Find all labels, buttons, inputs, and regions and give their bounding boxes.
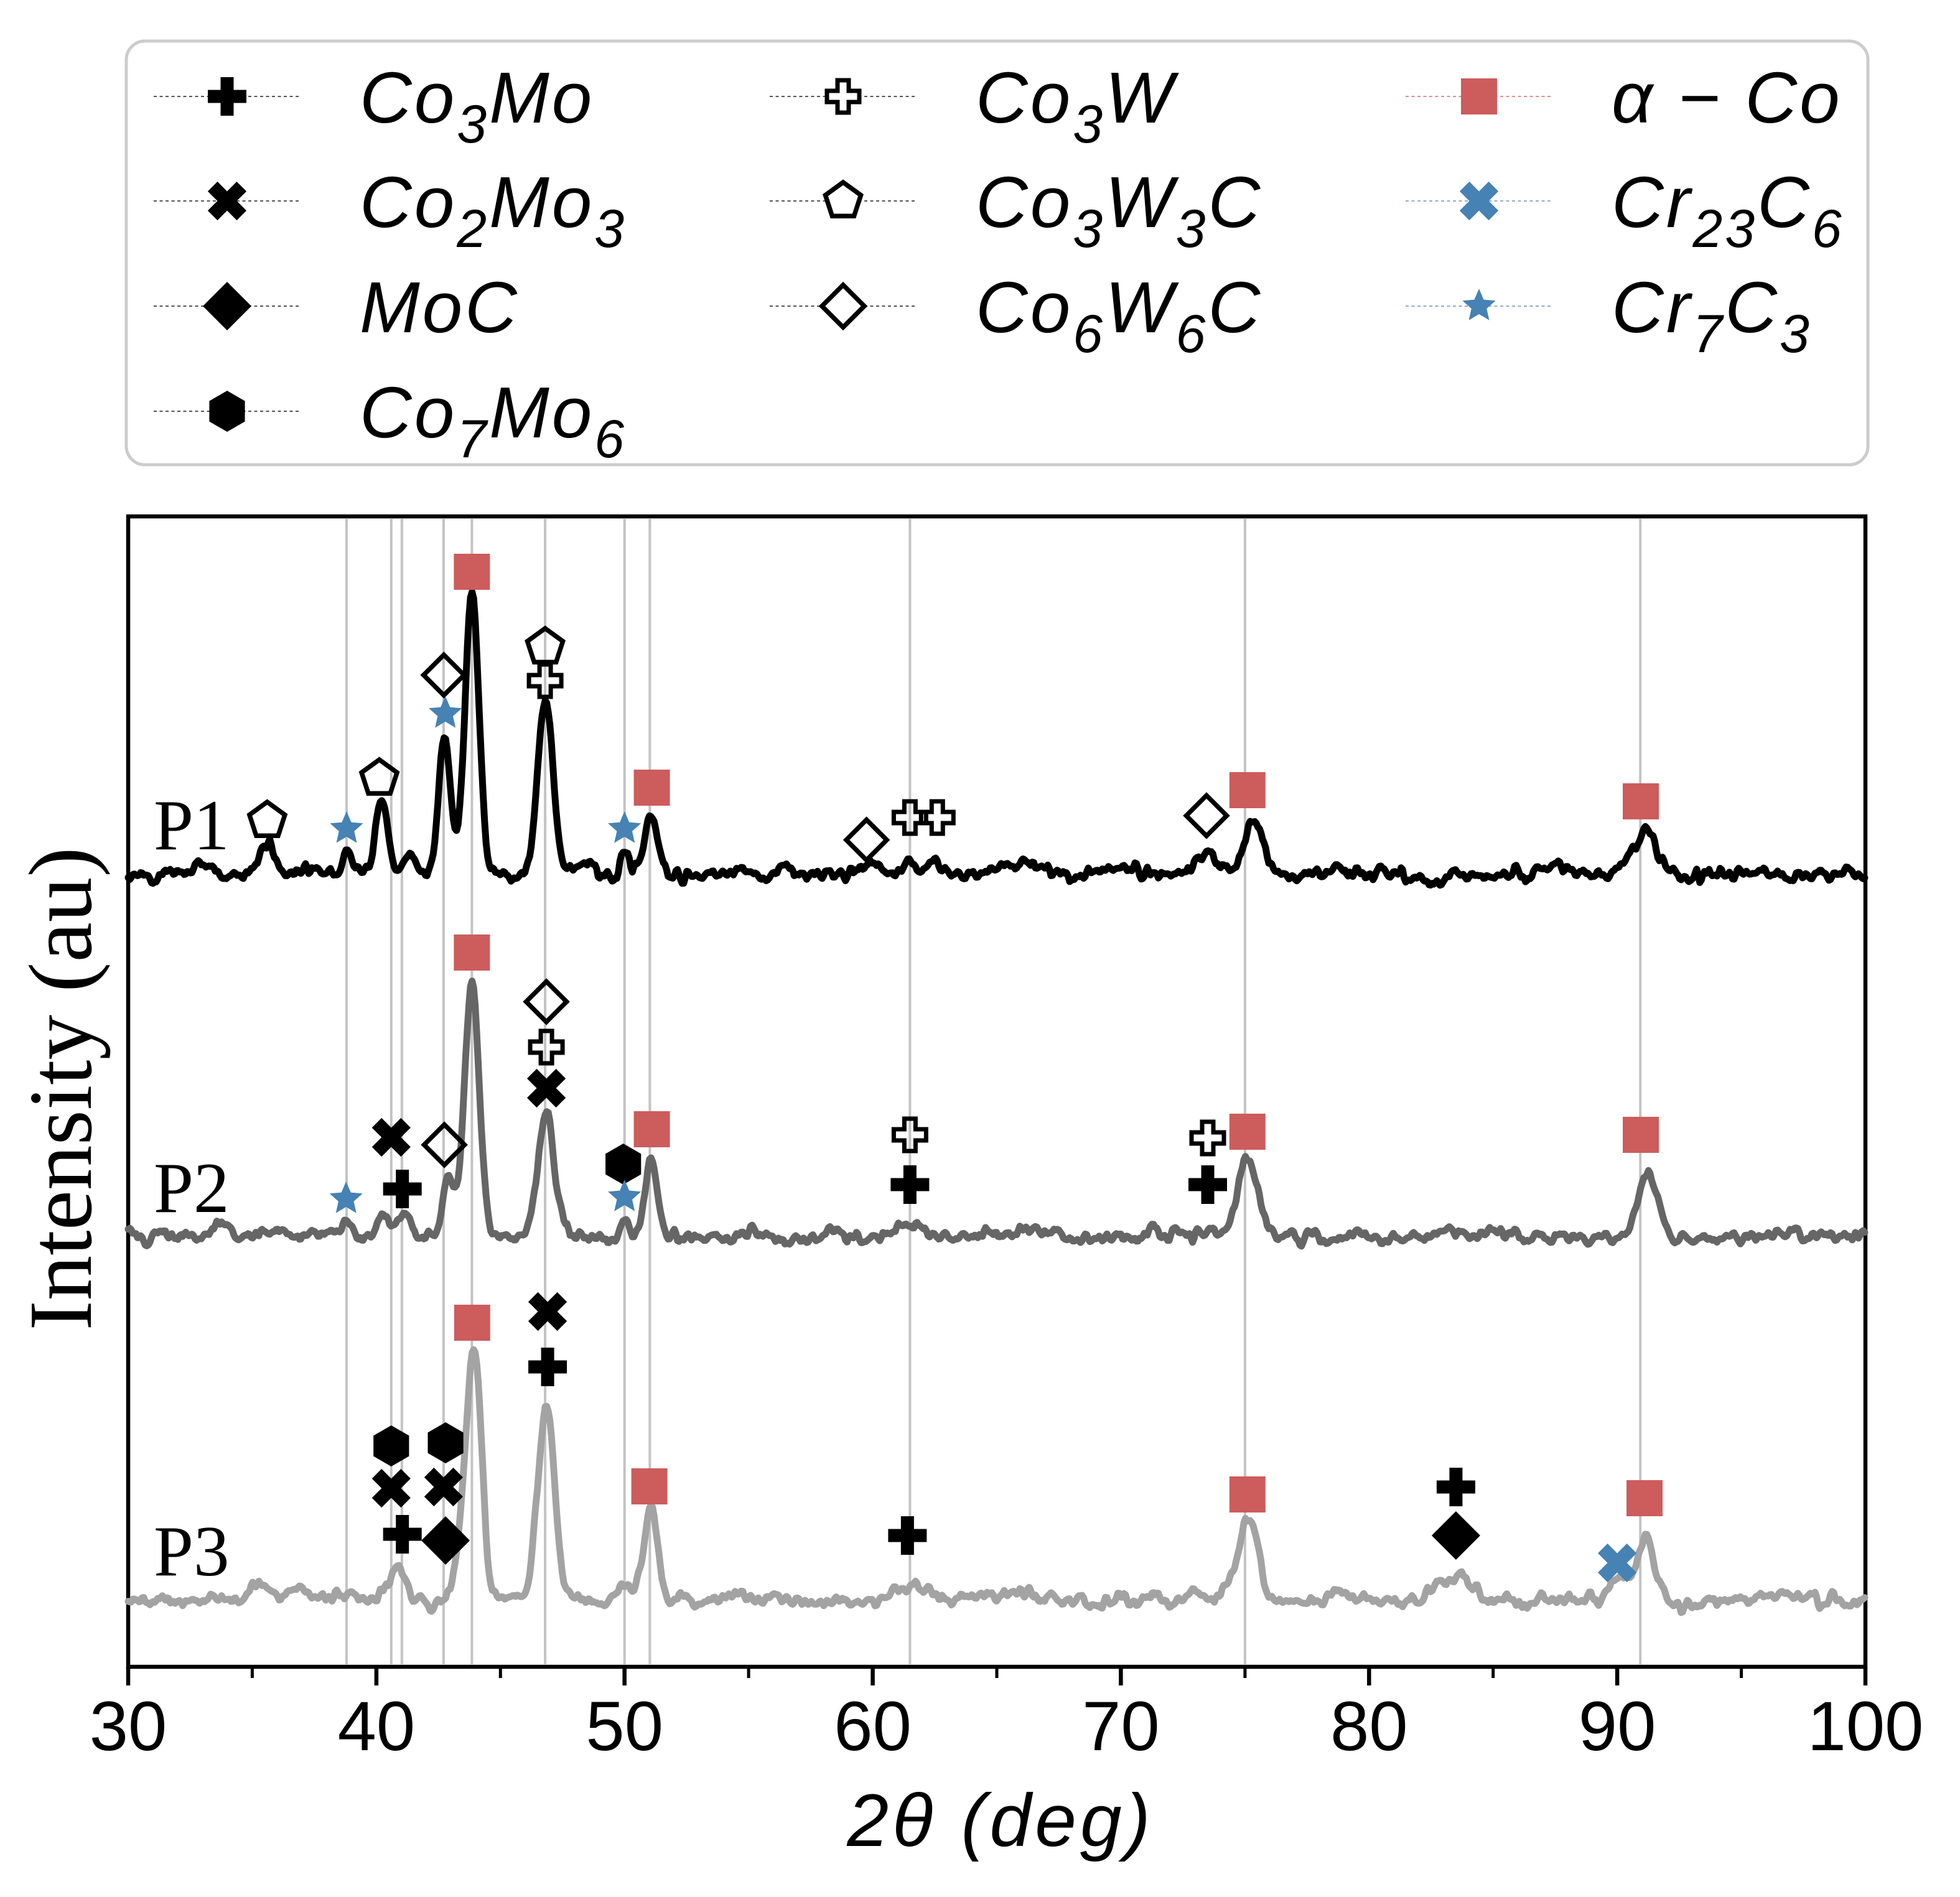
svg-text:30: 30	[90, 1687, 167, 1765]
svg-text:Cr23C6: Cr23C6	[1612, 162, 1844, 259]
svg-text:40: 40	[338, 1687, 416, 1765]
svg-text:90: 90	[1579, 1687, 1656, 1765]
svg-text:60: 60	[834, 1687, 912, 1765]
svg-text:70: 70	[1082, 1687, 1160, 1765]
svg-text:Intensity (au): Intensity (au)	[11, 847, 111, 1330]
svg-text:Co3Mo: Co3Mo	[360, 57, 594, 154]
svg-text:50: 50	[586, 1687, 663, 1765]
svg-text:80: 80	[1330, 1687, 1408, 1765]
svg-text:P2: P2	[154, 1149, 229, 1228]
svg-text:Co2Mo3: Co2Mo3	[360, 162, 627, 259]
svg-text:100: 100	[1808, 1687, 1924, 1765]
svg-text:Co3W: Co3W	[976, 57, 1179, 154]
svg-text:Co3W3C: Co3W3C	[976, 162, 1262, 259]
svg-text:P3: P3	[154, 1512, 229, 1591]
svg-text:α − Co: α − Co	[1612, 57, 1842, 138]
svg-text:2θ (deg): 2θ (deg)	[846, 1779, 1154, 1862]
svg-text:P1: P1	[154, 786, 229, 865]
svg-text:Co7Mo6: Co7Mo6	[360, 372, 627, 469]
svg-text:MoC: MoC	[360, 267, 520, 348]
svg-text:Cr7C3: Cr7C3	[1612, 267, 1812, 364]
svg-text:Co6W6C: Co6W6C	[976, 267, 1262, 364]
